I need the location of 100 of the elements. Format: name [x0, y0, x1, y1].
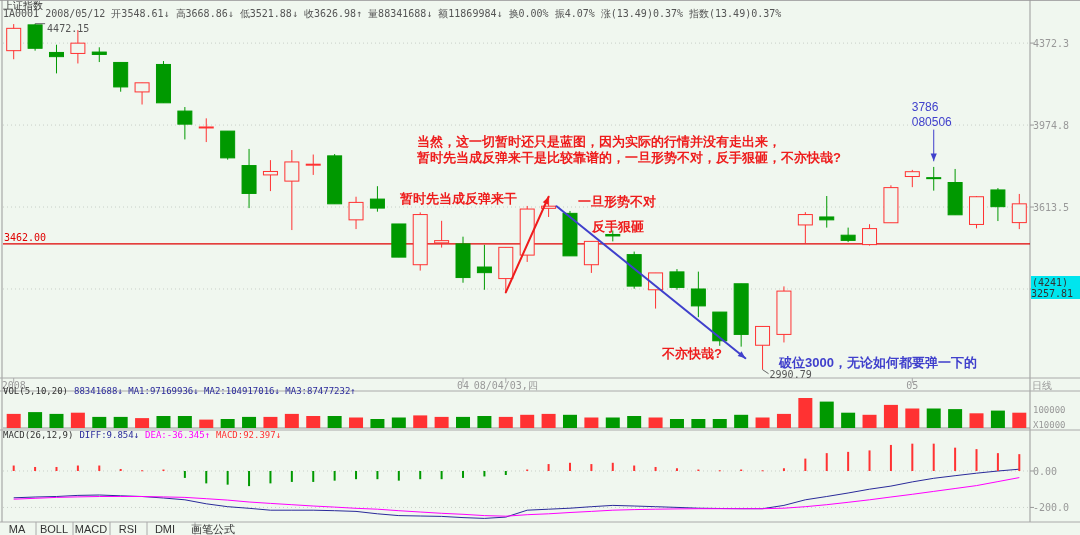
bar: [504, 470, 507, 475]
bar: [1012, 412, 1027, 428]
bar: [654, 466, 657, 471]
annotation: 反手狠砸: [591, 219, 644, 234]
x-tick-label: 04: [456, 380, 470, 391]
bar: [434, 416, 449, 428]
bar: [119, 468, 122, 471]
bar: [547, 464, 550, 471]
text: 100000: [1033, 405, 1066, 415]
bar: [798, 398, 813, 428]
bar: [199, 419, 214, 428]
bar: [841, 412, 856, 428]
chart-title: MACD(26,12,9): [3, 430, 74, 440]
bar: [306, 416, 321, 428]
text: MA: [8, 523, 26, 535]
bar: [92, 416, 107, 428]
bar: [419, 470, 422, 480]
text: 日线: [1032, 380, 1052, 391]
bar: [70, 412, 85, 428]
text: 画笔公式: [191, 523, 235, 535]
bar: [990, 410, 1005, 428]
text: BOLL: [39, 523, 69, 535]
bar: [911, 443, 914, 471]
bar: [327, 416, 342, 428]
bar: [333, 470, 336, 481]
bar: [397, 470, 400, 481]
bar: [269, 470, 272, 484]
bar: [520, 414, 535, 428]
annotation: 4472.15: [47, 22, 90, 34]
bar: [804, 458, 807, 471]
y-tick-label: 0.00: [1033, 465, 1058, 477]
bar: [376, 470, 379, 480]
text: DMI: [154, 523, 176, 535]
bar: [584, 417, 599, 428]
text: DIFF:9.854↓: [79, 430, 140, 440]
bar: [226, 470, 229, 485]
bar: [996, 453, 999, 471]
chart-title: VOL(5,10,20): [3, 386, 69, 396]
text: MACD:92.397↓: [216, 430, 282, 440]
line-series: [13, 468, 1020, 519]
bar: [562, 414, 577, 428]
y-tick-label: 4372.3: [1033, 38, 1070, 50]
bar: [905, 408, 920, 428]
bar: [177, 416, 192, 428]
bar: [862, 414, 877, 428]
bar: [290, 470, 293, 482]
bar: [954, 447, 957, 471]
bar: [611, 462, 614, 471]
bar: [883, 404, 898, 428]
bar: [413, 415, 428, 428]
bar: [755, 417, 770, 428]
bar: [568, 462, 571, 471]
annotation: 暂时先当成反弹来干是比较靠谱的，一旦形势不对，反手狠砸，不亦快哉?: [416, 150, 841, 165]
line-series: [13, 477, 1020, 517]
bar: [370, 419, 385, 428]
bar: [819, 401, 834, 428]
bar: [349, 417, 364, 428]
bar: [969, 413, 984, 428]
bar: [456, 416, 471, 428]
bar: [34, 466, 37, 471]
bar: [205, 470, 208, 484]
annotation: 当然，这一切暂时还只是蓝图，因为实际的行情并没有走出来，: [417, 134, 781, 149]
annotation: 2990.79: [769, 368, 812, 380]
bar: [825, 453, 828, 471]
bar: [975, 449, 978, 471]
bar: [440, 470, 443, 480]
bar: [156, 416, 171, 428]
x-tick-label: 05: [906, 380, 919, 391]
bar: [284, 413, 299, 428]
bar: [355, 470, 358, 480]
chart-title: 上证指数: [3, 0, 43, 11]
y-tick-label: -200.0: [1033, 502, 1070, 514]
annotation: 一旦形势不对: [578, 194, 656, 209]
bar: [477, 416, 492, 428]
bar: [926, 408, 941, 428]
x-tick-label: 08/04/03,四: [473, 380, 538, 391]
bar: [242, 416, 257, 428]
bar: [734, 414, 749, 428]
bar: [135, 418, 150, 428]
bar: [590, 464, 593, 471]
text: RSI: [118, 523, 138, 535]
bar: [776, 413, 791, 428]
bar: [675, 468, 678, 471]
bar: [391, 417, 406, 428]
bar: [1018, 454, 1021, 471]
bar: [312, 470, 315, 482]
ref-line-label: 3462.00: [4, 231, 47, 243]
annotation: 不亦快哉?: [661, 346, 722, 361]
chart-subtitle: 88341688↓ MA1:97169936↓ MA2:104917016↓ MA3:87477232↑: [74, 386, 356, 396]
bar: [76, 465, 79, 471]
bar: [868, 450, 871, 471]
annotation: 暂时先当成反弹来干: [399, 191, 517, 206]
bar: [948, 409, 963, 428]
text: X10000: [1033, 420, 1066, 430]
bar: [648, 417, 663, 428]
bar: [847, 451, 850, 471]
bar: [12, 465, 15, 471]
annotation: 破位3000，无论如何都要弹一下的: [778, 355, 977, 370]
bar: [712, 419, 727, 428]
bar: [6, 413, 21, 428]
